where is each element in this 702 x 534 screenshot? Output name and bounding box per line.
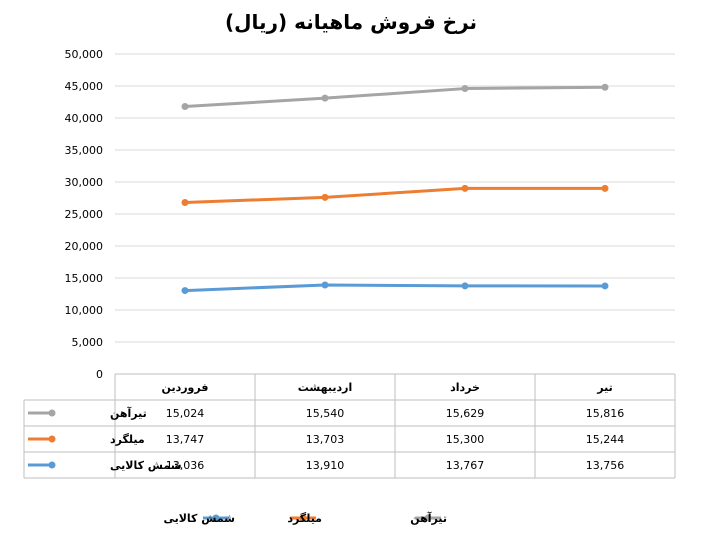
series-point — [461, 184, 469, 192]
series-point — [601, 83, 609, 91]
series-point — [321, 193, 329, 201]
series-point — [181, 287, 189, 295]
legend-key-marker — [424, 514, 432, 522]
series-line — [183, 283, 607, 293]
y-tick-label: 0 — [96, 368, 103, 381]
y-tick-label: 20,000 — [65, 240, 104, 253]
table-cell-value: 13,767 — [446, 459, 485, 472]
y-tick-label: 10,000 — [65, 304, 104, 317]
y-tick-label: 50,000 — [65, 48, 104, 61]
series-line — [183, 85, 607, 108]
series-point — [181, 102, 189, 110]
table-series-label: میلگرد — [110, 433, 145, 446]
y-tick-label: 30,000 — [65, 176, 104, 189]
y-tick-label: 15,000 — [65, 272, 104, 285]
table-series-label: تیرآهن — [110, 406, 147, 420]
table-legend-key-marker — [48, 461, 56, 469]
table-cell-value: 15,816 — [586, 407, 625, 420]
table-cell-value: 15,024 — [166, 407, 205, 420]
y-tick-label: 40,000 — [65, 112, 104, 125]
table-cell-value: 13,747 — [166, 433, 205, 446]
series-point — [601, 282, 609, 290]
legend-key-marker — [212, 514, 220, 522]
legend-key-marker — [299, 514, 307, 522]
y-tick-label: 45,000 — [65, 80, 104, 93]
category-label: فروردین — [162, 381, 209, 394]
table-cell-value: 13,910 — [306, 459, 345, 472]
table-legend-key-marker — [48, 409, 56, 417]
category-label: تیر — [596, 381, 612, 394]
series-point — [461, 282, 469, 290]
category-label: خرداد — [450, 381, 480, 394]
table-cell-value: 15,540 — [306, 407, 345, 420]
y-tick-label: 35,000 — [65, 144, 104, 157]
series-point — [601, 184, 609, 192]
series-point — [181, 198, 189, 206]
table-cell-value: 13,703 — [306, 433, 345, 446]
table-cell-value: 15,300 — [446, 433, 485, 446]
table-legend-key-marker — [48, 435, 56, 443]
y-tick-label: 5,000 — [72, 336, 104, 349]
series-point — [461, 85, 469, 93]
table-cell-value: 13,036 — [166, 459, 205, 472]
category-label: اردیبهشت — [298, 381, 352, 394]
table-cell-value: 15,244 — [586, 433, 625, 446]
y-tick-label: 25,000 — [65, 208, 104, 221]
legend-label: تیرآهن — [410, 511, 447, 525]
legend-label: شمش کالایی — [163, 512, 235, 525]
series-line — [183, 186, 607, 204]
table-series-label: شمش کالایی — [110, 459, 182, 472]
chart-title: نرخ فروش ماهیانه (ریال) — [224, 10, 478, 34]
series-point — [321, 281, 329, 289]
legend-label: میلگرد — [287, 512, 322, 525]
series-point — [321, 94, 329, 102]
table-cell-value: 13,756 — [586, 459, 625, 472]
table-cell-value: 15,629 — [446, 407, 485, 420]
